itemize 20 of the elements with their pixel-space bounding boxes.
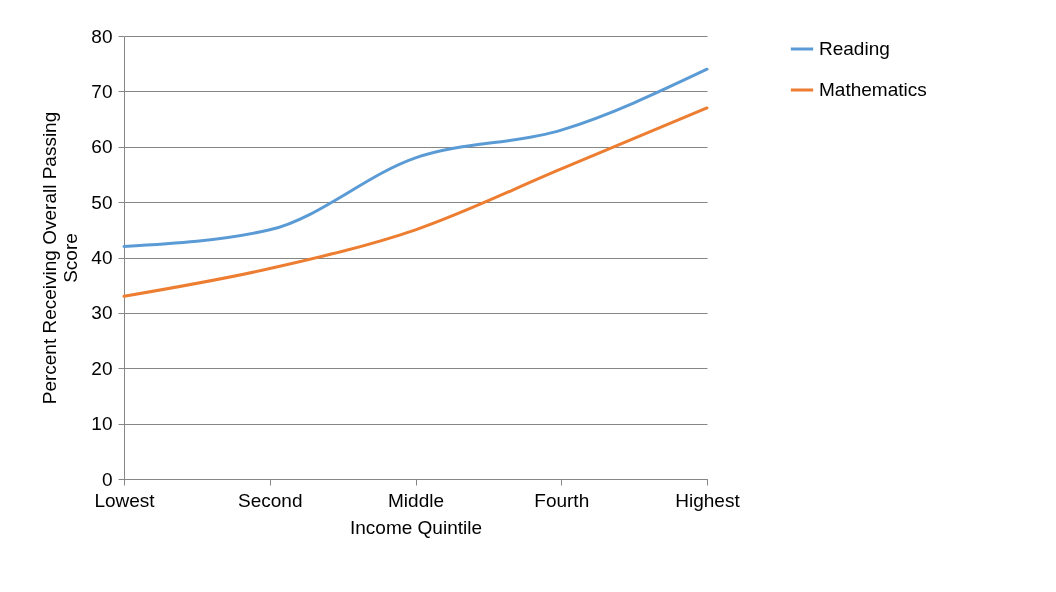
y-tick-label: 80 xyxy=(91,25,113,47)
y-tick-label: 0 xyxy=(101,468,113,490)
y-tick-label: 70 xyxy=(91,80,113,102)
x-tick-label: Lowest xyxy=(94,489,156,511)
legend-label: Reading xyxy=(819,38,890,59)
y-tick-label: 10 xyxy=(91,413,113,435)
y-tick-label: 30 xyxy=(91,302,113,324)
y-tick-label: 40 xyxy=(91,247,113,268)
x-tick-label: Fourth xyxy=(534,489,590,511)
x-tick-label: Highest xyxy=(675,489,741,511)
x-axis-title: Income Quintile xyxy=(349,516,483,538)
line-series xyxy=(122,106,709,298)
x-tick-label: Second xyxy=(238,489,303,511)
y-tick-label: 20 xyxy=(91,357,113,379)
y-tick-label: 50 xyxy=(91,191,113,213)
y-tick-label: 60 xyxy=(91,136,113,158)
x-tick-label: Middle xyxy=(388,489,444,511)
legend-label: Mathematics xyxy=(819,79,927,100)
line-series xyxy=(122,67,709,248)
y-axis-title: Percent Receiving Overall Passing Score xyxy=(39,111,82,405)
